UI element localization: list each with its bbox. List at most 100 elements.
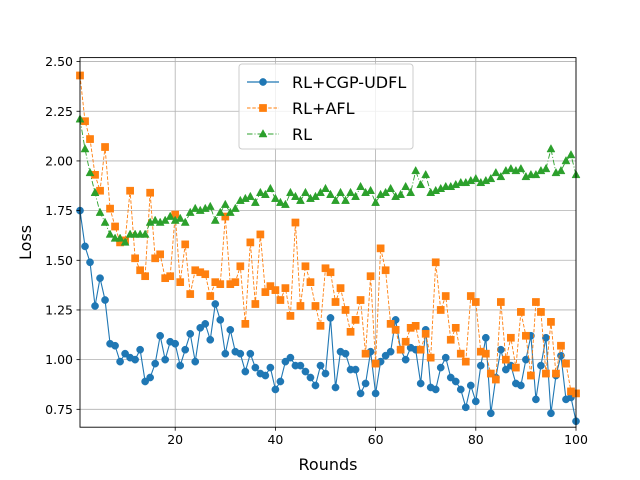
- data-point: [171, 339, 180, 348]
- data-point: [286, 312, 295, 320]
- data-point: [271, 286, 280, 294]
- data-point: [461, 357, 470, 366]
- data-point: [256, 230, 265, 239]
- data-point: [141, 272, 149, 281]
- data-point: [321, 369, 330, 378]
- data-point: [507, 333, 515, 342]
- data-point: [246, 238, 255, 247]
- data-point: [211, 300, 220, 308]
- data-point: [181, 240, 190, 249]
- data-point: [216, 316, 225, 324]
- data-point: [517, 308, 525, 316]
- data-point: [396, 345, 405, 354]
- data-point: [111, 341, 119, 350]
- data-point: [296, 361, 305, 370]
- data-point: [441, 353, 450, 362]
- x-tick-label: 20: [167, 432, 183, 447]
- data-point: [381, 351, 390, 360]
- data-point: [275, 197, 285, 206]
- data-point: [386, 183, 396, 192]
- data-point: [266, 363, 275, 372]
- data-point: [201, 320, 210, 328]
- data-point: [270, 193, 280, 202]
- data-point: [85, 167, 95, 177]
- data-point: [101, 143, 109, 151]
- data-point: [532, 395, 540, 404]
- data-point: [165, 211, 175, 220]
- legend-entry-rl-afl: RL+AFL: [247, 99, 355, 118]
- data-point: [411, 165, 421, 175]
- data-point: [461, 403, 470, 412]
- data-point: [156, 250, 165, 259]
- data-point: [491, 375, 500, 384]
- x-tick-label: 80: [468, 432, 484, 447]
- data-point: [116, 357, 124, 366]
- data-point: [522, 355, 530, 364]
- data-point: [180, 217, 190, 226]
- data-point: [311, 381, 320, 390]
- data-point: [311, 302, 320, 310]
- data-point: [481, 349, 490, 358]
- data-point: [466, 381, 475, 390]
- data-point: [131, 355, 139, 364]
- data-point: [286, 353, 295, 362]
- data-point: [541, 163, 551, 173]
- data-point: [236, 262, 245, 271]
- data-point: [266, 282, 275, 290]
- data-point: [231, 278, 240, 286]
- data-point: [150, 215, 160, 224]
- data-point: [181, 345, 190, 354]
- data-point: [547, 318, 555, 326]
- data-point: [471, 298, 480, 306]
- data-point: [141, 377, 149, 386]
- data-point: [321, 183, 330, 192]
- data-point: [326, 314, 335, 322]
- data-point: [416, 179, 426, 189]
- data-point: [471, 397, 480, 406]
- data-point: [421, 169, 431, 179]
- data-point: [131, 254, 139, 263]
- data-point: [185, 207, 195, 216]
- data-point: [186, 329, 195, 338]
- data-point: [416, 379, 425, 388]
- data-point: [186, 290, 195, 298]
- data-point: [456, 385, 465, 394]
- data-point: [281, 357, 290, 366]
- y-tick-label: 0.75: [45, 402, 73, 417]
- y-tick-label: 2.00: [45, 153, 73, 168]
- data-point: [401, 355, 410, 364]
- data-point: [276, 377, 285, 386]
- data-point: [361, 349, 370, 358]
- y-axis-label: Loss: [16, 225, 35, 260]
- data-point: [251, 300, 260, 308]
- data-point: [341, 195, 350, 204]
- data-point: [221, 212, 230, 221]
- data-point: [381, 187, 391, 196]
- data-point: [246, 349, 255, 358]
- data-point: [401, 181, 411, 191]
- data-point: [121, 349, 129, 358]
- series-line-rl-cgp-udfl: [79, 210, 577, 422]
- data-point: [296, 302, 305, 310]
- x-tick-label: 40: [267, 432, 283, 447]
- data-point: [366, 185, 376, 194]
- x-axis-label: Rounds: [299, 455, 358, 474]
- data-point: [100, 217, 110, 226]
- data-point: [527, 371, 535, 380]
- data-point: [401, 337, 410, 346]
- data-point: [245, 191, 255, 200]
- data-point: [537, 308, 545, 316]
- data-point: [151, 254, 160, 263]
- x-tick-label: 60: [368, 432, 384, 447]
- data-point: [331, 383, 340, 392]
- legend-label: RL: [292, 125, 312, 144]
- data-point: [451, 377, 460, 386]
- data-point: [260, 189, 270, 198]
- data-point: [381, 266, 390, 275]
- series-rl: [75, 114, 581, 246]
- data-point: [446, 373, 455, 382]
- y-tick-label: 2.25: [45, 104, 73, 119]
- data-point: [316, 322, 325, 330]
- data-point: [210, 215, 220, 224]
- data-point: [176, 361, 185, 370]
